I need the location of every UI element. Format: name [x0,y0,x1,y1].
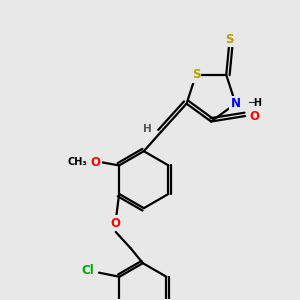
Text: N: N [231,97,241,110]
Text: O: O [90,155,100,169]
Text: ─H: ─H [248,98,262,108]
Text: O: O [250,110,260,123]
Text: CH₃: CH₃ [67,157,87,167]
Text: S: S [225,33,234,46]
Text: S: S [192,68,200,81]
Text: Cl: Cl [82,264,94,277]
Text: O: O [111,217,121,230]
Text: H: H [142,124,151,134]
